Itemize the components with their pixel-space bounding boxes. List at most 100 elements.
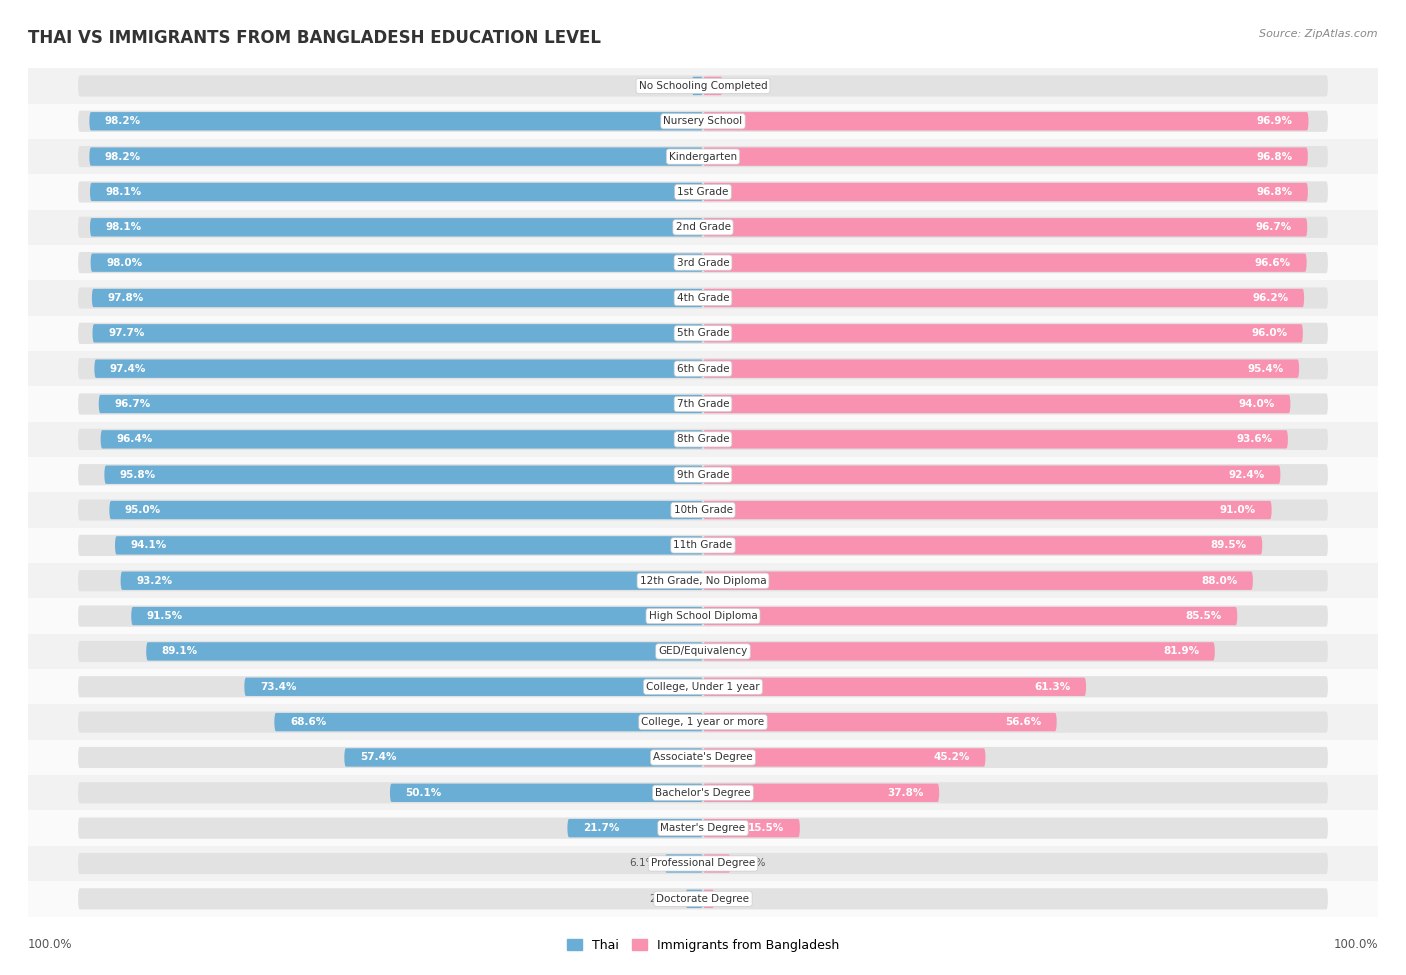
FancyBboxPatch shape xyxy=(79,146,1327,168)
Text: 37.8%: 37.8% xyxy=(887,788,924,798)
Text: No Schooling Completed: No Schooling Completed xyxy=(638,81,768,91)
FancyBboxPatch shape xyxy=(703,77,723,96)
Bar xyxy=(28,599,1378,634)
Text: 88.0%: 88.0% xyxy=(1201,575,1237,586)
FancyBboxPatch shape xyxy=(94,360,703,378)
FancyBboxPatch shape xyxy=(703,643,1215,661)
FancyBboxPatch shape xyxy=(568,819,703,838)
Text: Doctorate Degree: Doctorate Degree xyxy=(657,894,749,904)
Text: 95.4%: 95.4% xyxy=(1247,364,1284,373)
Text: 89.5%: 89.5% xyxy=(1211,540,1247,551)
FancyBboxPatch shape xyxy=(389,784,703,802)
Bar xyxy=(28,386,1378,421)
Text: 2.8%: 2.8% xyxy=(650,894,676,904)
FancyBboxPatch shape xyxy=(79,393,1327,414)
Text: 92.4%: 92.4% xyxy=(1229,470,1265,480)
Text: 100.0%: 100.0% xyxy=(28,938,73,951)
Bar xyxy=(28,316,1378,351)
Text: 98.1%: 98.1% xyxy=(105,222,142,232)
FancyBboxPatch shape xyxy=(79,111,1327,132)
FancyBboxPatch shape xyxy=(90,182,703,201)
FancyBboxPatch shape xyxy=(104,465,703,484)
FancyBboxPatch shape xyxy=(146,643,703,661)
Bar xyxy=(28,68,1378,103)
Text: 1.8%: 1.8% xyxy=(724,894,751,904)
Text: 7th Grade: 7th Grade xyxy=(676,399,730,410)
FancyBboxPatch shape xyxy=(703,112,1309,131)
FancyBboxPatch shape xyxy=(703,465,1281,484)
Text: 4th Grade: 4th Grade xyxy=(676,292,730,303)
FancyBboxPatch shape xyxy=(686,889,703,908)
Bar xyxy=(28,457,1378,492)
Text: 93.6%: 93.6% xyxy=(1236,434,1272,445)
FancyBboxPatch shape xyxy=(79,253,1327,273)
FancyBboxPatch shape xyxy=(665,854,703,873)
Text: 95.0%: 95.0% xyxy=(125,505,162,515)
Text: 91.5%: 91.5% xyxy=(146,611,183,621)
FancyBboxPatch shape xyxy=(79,429,1327,450)
Bar xyxy=(28,492,1378,527)
FancyBboxPatch shape xyxy=(90,254,703,272)
Text: 96.7%: 96.7% xyxy=(114,399,150,410)
Text: THAI VS IMMIGRANTS FROM BANGLADESH EDUCATION LEVEL: THAI VS IMMIGRANTS FROM BANGLADESH EDUCA… xyxy=(28,29,602,47)
Text: 12th Grade, No Diploma: 12th Grade, No Diploma xyxy=(640,575,766,586)
Text: 98.0%: 98.0% xyxy=(107,257,142,268)
Text: 4.4%: 4.4% xyxy=(740,858,766,869)
FancyBboxPatch shape xyxy=(79,181,1327,203)
Text: College, Under 1 year: College, Under 1 year xyxy=(647,682,759,692)
Text: Source: ZipAtlas.com: Source: ZipAtlas.com xyxy=(1260,29,1378,39)
Bar xyxy=(28,281,1378,316)
Text: 81.9%: 81.9% xyxy=(1163,646,1199,656)
Text: 6.1%: 6.1% xyxy=(628,858,655,869)
Text: 1st Grade: 1st Grade xyxy=(678,187,728,197)
FancyBboxPatch shape xyxy=(703,360,1299,378)
Text: 97.4%: 97.4% xyxy=(110,364,146,373)
Text: 94.0%: 94.0% xyxy=(1239,399,1275,410)
Text: 11th Grade: 11th Grade xyxy=(673,540,733,551)
Text: Master's Degree: Master's Degree xyxy=(661,823,745,834)
FancyBboxPatch shape xyxy=(79,570,1327,591)
FancyBboxPatch shape xyxy=(79,747,1327,768)
FancyBboxPatch shape xyxy=(79,888,1327,910)
FancyBboxPatch shape xyxy=(79,499,1327,521)
Text: 96.8%: 96.8% xyxy=(1256,187,1292,197)
FancyBboxPatch shape xyxy=(692,77,703,96)
Text: 10th Grade: 10th Grade xyxy=(673,505,733,515)
FancyBboxPatch shape xyxy=(79,464,1327,486)
Text: 97.8%: 97.8% xyxy=(107,292,143,303)
FancyBboxPatch shape xyxy=(79,605,1327,627)
Text: GED/Equivalency: GED/Equivalency xyxy=(658,646,748,656)
FancyBboxPatch shape xyxy=(91,289,703,307)
Text: 15.5%: 15.5% xyxy=(748,823,785,834)
Bar xyxy=(28,175,1378,210)
FancyBboxPatch shape xyxy=(703,748,986,766)
Bar xyxy=(28,881,1378,916)
FancyBboxPatch shape xyxy=(79,323,1327,344)
Bar xyxy=(28,138,1378,175)
FancyBboxPatch shape xyxy=(79,782,1327,803)
Text: 3.1%: 3.1% xyxy=(731,81,758,91)
FancyBboxPatch shape xyxy=(703,819,800,838)
Text: 9th Grade: 9th Grade xyxy=(676,470,730,480)
FancyBboxPatch shape xyxy=(274,713,703,731)
Text: 61.3%: 61.3% xyxy=(1035,682,1070,692)
FancyBboxPatch shape xyxy=(79,817,1327,838)
FancyBboxPatch shape xyxy=(90,147,703,166)
Text: Nursery School: Nursery School xyxy=(664,116,742,127)
Text: 98.2%: 98.2% xyxy=(105,116,141,127)
Text: Bachelor's Degree: Bachelor's Degree xyxy=(655,788,751,798)
Text: Associate's Degree: Associate's Degree xyxy=(654,753,752,762)
FancyBboxPatch shape xyxy=(703,854,731,873)
Text: 21.7%: 21.7% xyxy=(583,823,620,834)
Text: 96.0%: 96.0% xyxy=(1251,329,1288,338)
Text: 1.8%: 1.8% xyxy=(655,81,682,91)
Bar xyxy=(28,704,1378,740)
Bar xyxy=(28,634,1378,669)
FancyBboxPatch shape xyxy=(703,713,1057,731)
FancyBboxPatch shape xyxy=(98,395,703,413)
Text: 5th Grade: 5th Grade xyxy=(676,329,730,338)
Text: 57.4%: 57.4% xyxy=(360,753,396,762)
FancyBboxPatch shape xyxy=(79,358,1327,379)
Text: 91.0%: 91.0% xyxy=(1220,505,1256,515)
FancyBboxPatch shape xyxy=(79,288,1327,308)
